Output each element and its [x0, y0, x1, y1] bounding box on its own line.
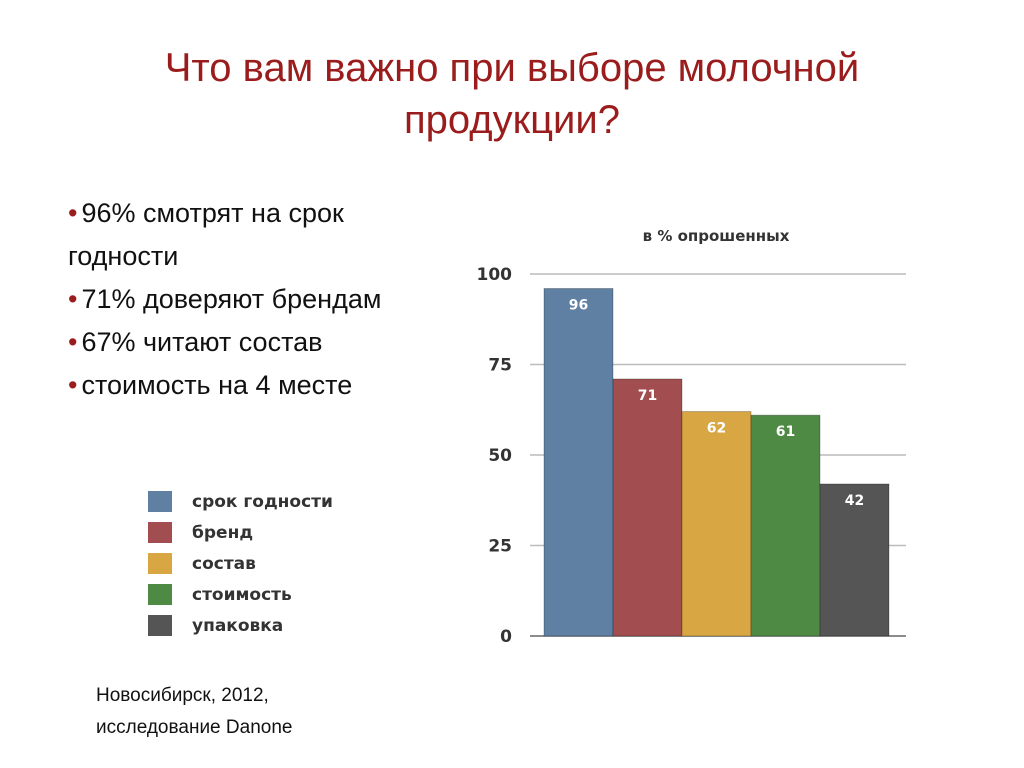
legend-label: упаковка [192, 615, 284, 636]
legend-item: бренд [148, 517, 333, 548]
slide-title: Что вам важно при выборе молочной продук… [164, 46, 860, 142]
y-tick-label: 100 [477, 265, 513, 285]
bullet-item: • стоимость на 4 месте [68, 364, 448, 407]
bar-labels: 96 71 62 61 42 [569, 297, 864, 508]
bar-chart: в % опрошенных 0 25 50 75 100 96 71 62 61 42 [477, 227, 906, 647]
bullet-item: • 71% доверяют брендам [68, 278, 448, 321]
legend-item: стоимость [148, 579, 333, 610]
bar-value-label: 61 [776, 424, 795, 440]
bar-3 [681, 411, 752, 637]
source-note: Новосибирск, 2012, исследование Danone [96, 680, 292, 744]
bullet-text: 67% читают состав [81, 327, 323, 357]
legend-swatch [148, 584, 172, 605]
legend-label: срок годности [192, 491, 333, 512]
legend-item: срок годности [148, 486, 333, 517]
bullet-item: • 96% смотрят на срок годности [68, 192, 448, 278]
bullet-text: стоимость на 4 месте [81, 370, 353, 400]
bullet-list: • 96% смотрят на срок годности • 71% довер… [68, 192, 448, 407]
y-tick-label: 75 [488, 356, 512, 376]
legend-swatch [148, 553, 172, 574]
bar-4 [750, 414, 821, 637]
chart-title: в % опрошенных [643, 227, 790, 245]
y-tick-label: 25 [488, 537, 512, 557]
bars [543, 287, 890, 637]
source-line: Новосибирск, 2012, [96, 685, 269, 706]
bullet-dot: • [68, 284, 78, 314]
bullet-dot: • [68, 198, 78, 228]
legend-item: состав [148, 548, 333, 579]
legend-label: бренд [192, 522, 254, 543]
bullet-dot: • [68, 327, 78, 357]
source-line: исследование Danone [96, 717, 293, 738]
legend-label: стоимость [192, 584, 292, 605]
legend-swatch [148, 491, 172, 512]
legend-swatch [148, 522, 172, 543]
bullet-text: 71% доверяют брендам [81, 284, 382, 314]
bullet-dot: • [68, 370, 78, 400]
legend-swatch [148, 615, 172, 636]
bar-value-label: 42 [845, 493, 864, 509]
legend-label: состав [192, 553, 256, 574]
chart-legend: срок годности бренд состав стоимость упа… [148, 486, 333, 641]
bullet-item: • 67% читают состав [68, 321, 448, 364]
y-tick-label: 50 [488, 446, 512, 466]
y-tick-label: 0 [500, 627, 512, 647]
bar-2 [612, 378, 683, 637]
bar-1 [543, 287, 614, 637]
bar-value-label: 62 [707, 421, 726, 437]
legend-item: упаковка [148, 610, 333, 641]
bar-value-label: 96 [569, 297, 588, 313]
bar-5 [819, 483, 890, 637]
bullet-text: 96% смотрят на срок годности [68, 198, 344, 271]
bar-value-label: 71 [638, 388, 657, 404]
y-axis-ticks: 0 25 50 75 100 [477, 265, 513, 647]
